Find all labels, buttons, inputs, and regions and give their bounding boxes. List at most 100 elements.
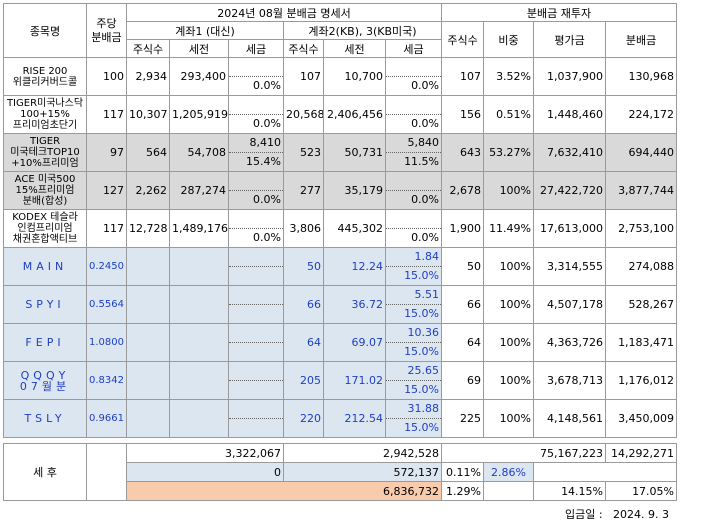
tax: 8,410 15.4% — [228, 133, 284, 172]
fund-name: FEPI — [3, 323, 87, 362]
distribution: 224,172 — [605, 95, 678, 134]
shares: 64 — [283, 323, 324, 362]
header-cell: 2024년 08월 분배금 명세서 — [125, 3, 443, 22]
fund-name: ACE 미국500 15%프리미엄 분배(합성) — [3, 171, 87, 210]
shares: 564 — [126, 133, 170, 172]
value: 3,314,555 — [533, 247, 607, 286]
per-share: 117 — [86, 209, 127, 248]
tax: 0.0% — [384, 95, 443, 134]
reinvest-shares: 64 — [441, 323, 485, 362]
header-cell: 계좌1 (대신) — [126, 21, 284, 40]
header-cell: 세금 — [384, 39, 443, 58]
shares — [126, 323, 170, 362]
fund-name: QQQY 07월분 — [3, 361, 87, 400]
tax-amount: 1.84 — [414, 250, 440, 263]
distribution: 1,183,471 — [605, 323, 678, 362]
cell — [483, 481, 534, 501]
tax — [228, 247, 284, 286]
shares — [126, 247, 170, 286]
pretax — [169, 323, 229, 362]
data-row: TSLY 0.9661 220 212.54 31.88 15.0% 225 100% 4,14… — [3, 399, 678, 438]
tax-amount — [230, 97, 283, 115]
pretax: 171.02 — [323, 361, 386, 400]
per-share: 97 — [86, 133, 127, 172]
tax-rate: 15.0% — [386, 304, 441, 323]
fund-name: SPYI — [3, 285, 87, 324]
data-row: MAIN 0.2450 50 12.24 1.84 15.0% 50 100% 3,314,55… — [3, 247, 678, 286]
value: 17,613,000 — [533, 209, 607, 248]
shares: 3,806 — [283, 209, 324, 248]
tax-rate: 0.0% — [229, 190, 283, 209]
weight: 100% — [483, 171, 535, 210]
weight: 100% — [483, 399, 535, 438]
shares: 12,728 — [126, 209, 170, 248]
tax: 5,840 11.5% — [384, 133, 443, 172]
data-row: RISE 200 위클리커버드콜 100 2,934 293,400 0.0% 107 10… — [3, 57, 678, 96]
pretax — [169, 247, 229, 286]
total-value: 75,167,223 — [440, 443, 607, 463]
pretax: 69.07 — [323, 323, 386, 362]
tax — [228, 285, 284, 324]
tax-amount — [387, 173, 441, 191]
tax-amount: 5,840 — [407, 136, 440, 149]
distribution: 528,267 — [605, 285, 678, 324]
pretax: 50,731 — [323, 133, 386, 172]
tax: 0.0% — [228, 57, 284, 96]
shares: 66 — [283, 285, 324, 324]
summary-label: 세 후 — [3, 443, 87, 501]
pretax: 10,700 — [323, 57, 386, 96]
tax-amount — [387, 211, 441, 229]
tax-amount — [230, 59, 283, 77]
per-share: 100 — [86, 57, 127, 96]
tax-rate: 15.0% — [386, 342, 441, 361]
dist-ratio: 17.05% — [605, 481, 678, 501]
shares: 50 — [283, 247, 324, 286]
reinvest-shares: 1,900 — [441, 209, 485, 248]
weight: 11.49% — [483, 209, 535, 248]
shares: 205 — [283, 361, 324, 400]
summary-row: 6,836,732 1.29% 14.15% 17.05% — [4, 481, 678, 501]
tax-amount: 25.65 — [407, 364, 440, 377]
shares: 523 — [283, 133, 324, 172]
distribution: 694,440 — [605, 133, 678, 172]
value-ratio: 14.15% — [532, 481, 607, 501]
per-share: 0.5564 — [86, 285, 127, 324]
weight: 100% — [483, 285, 535, 324]
tax: 0.0% — [384, 209, 443, 248]
data-row: KODEX 테슬라 인컴프리미엄 채권혼합액티브 117 12,728 1,489,1… — [3, 209, 678, 248]
tax-amount — [230, 173, 283, 191]
value: 1,448,460 — [533, 95, 607, 134]
tax-amount — [230, 401, 283, 419]
value: 7,632,410 — [533, 133, 607, 172]
tax-amount — [230, 363, 283, 381]
header-cell: 세전 — [169, 39, 229, 58]
tax-rate: 0.0% — [229, 114, 283, 133]
header-cell: 주당 분배금 — [86, 3, 127, 58]
pretax: 35,179 — [323, 171, 386, 210]
shares — [126, 361, 170, 400]
shares: 107 — [283, 57, 324, 96]
pretax: 445,302 — [323, 209, 386, 248]
value: 27,422,720 — [533, 171, 607, 210]
value: 4,507,178 — [533, 285, 607, 324]
weight: 2.86% — [483, 462, 534, 482]
weight: 100% — [483, 247, 535, 286]
distribution: 274,088 — [605, 247, 678, 286]
header-cell: 분배금 — [605, 21, 678, 58]
tax — [228, 323, 284, 362]
distribution: 3,450,009 — [605, 399, 678, 438]
tax-amount — [230, 287, 283, 305]
distribution: 1,176,012 — [605, 361, 678, 400]
after-tax: 3,322,067 — [126, 443, 284, 463]
header-cell: 주식수 — [283, 39, 324, 58]
cell — [86, 443, 127, 501]
header-cell: 평가금 — [533, 21, 607, 58]
data-row: SPYI 0.5564 66 36.72 5.51 15.0% 66 100% 4,507,17… — [3, 285, 678, 324]
header-cell: 비중 — [483, 21, 535, 58]
data-row: ACE 미국500 15%프리미엄 분배(합성) 127 2,262 287,274 0… — [3, 171, 678, 210]
tax-rate — [229, 304, 283, 323]
tax-amount — [230, 249, 283, 267]
tax-rate — [229, 418, 283, 437]
pretax: 36.72 — [323, 285, 386, 324]
reinvest-shares: 69 — [441, 361, 485, 400]
